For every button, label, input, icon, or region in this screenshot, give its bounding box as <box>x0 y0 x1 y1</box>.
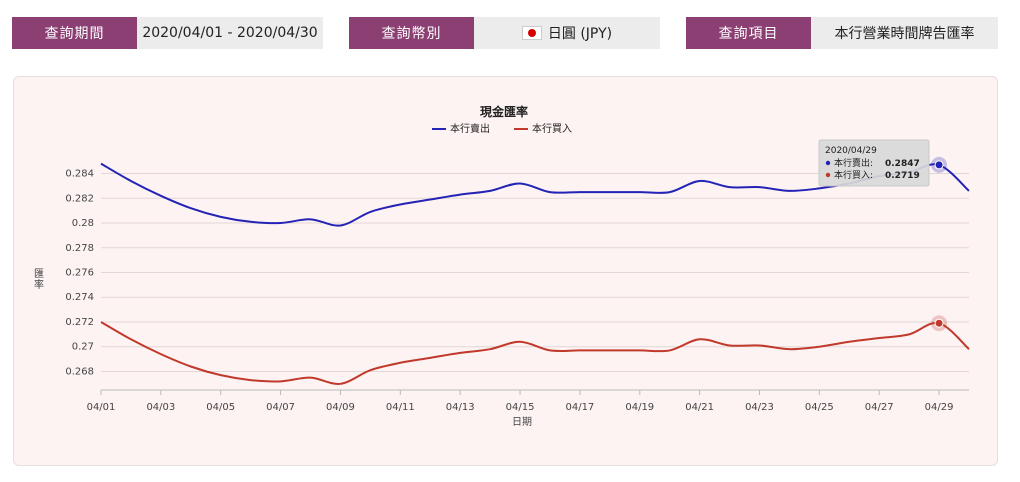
hover-point[interactable] <box>934 318 944 328</box>
tooltip-box <box>818 139 930 187</box>
x-tick-label: 04/29 <box>925 402 954 413</box>
x-tick-label: 04/17 <box>565 402 594 413</box>
x-tick-label: 04/09 <box>326 402 355 413</box>
y-tick-label: 0.28 <box>72 218 94 229</box>
grid-lines <box>101 173 969 391</box>
legend-label[interactable]: 本行賣出 <box>450 122 490 135</box>
x-tick-label: 04/03 <box>146 402 175 413</box>
y-tick-label: 0.284 <box>65 169 94 180</box>
filter-item-label: 查詢項目 <box>686 17 811 49</box>
japan-flag-icon <box>521 26 542 40</box>
tooltip-label: 本行賣出: <box>834 157 873 169</box>
tooltip-value: 0.2719 <box>885 171 920 181</box>
x-tick-label: 04/21 <box>685 402 714 413</box>
filter-bar: 查詢期間 2020/04/01 - 2020/04/30 查詢幣別 日圓 (JP… <box>12 17 998 49</box>
y-tick-label: 0.282 <box>65 193 94 204</box>
y-tick-label: 0.278 <box>65 243 94 254</box>
series-line-sell[interactable] <box>100 162 970 227</box>
y-tick-label: 0.272 <box>65 317 94 328</box>
y-tick-label: 0.274 <box>65 292 94 303</box>
filter-currency-text: 日圓 (JPY) <box>547 26 613 42</box>
legend-label[interactable]: 本行買入 <box>532 122 572 135</box>
tooltip-date: 2020/04/29 <box>825 146 877 156</box>
tooltip-dot <box>825 160 831 166</box>
x-tick-label: 04/19 <box>625 402 654 413</box>
x-tick-label: 04/07 <box>266 402 295 413</box>
y-axis-ticks: 0.284 0.282 0.28 0.278 0.276 0.274 0.272 0.27 0.… <box>65 169 94 378</box>
y-axis-title-char: 匯 <box>34 268 44 280</box>
filter-period: 查詢期間 2020/04/01 - 2020/04/30 <box>12 17 323 49</box>
tooltip-value: 0.2847 <box>885 159 920 169</box>
filter-period-value[interactable]: 2020/04/01 - 2020/04/30 <box>137 17 323 49</box>
x-tick-label: 04/25 <box>805 402 834 413</box>
x-tick-label: 04/15 <box>506 402 535 413</box>
x-tick-label: 04/13 <box>446 402 475 413</box>
x-tick-label: 04/23 <box>745 402 774 413</box>
filter-currency: 查詢幣別 日圓 (JPY) <box>349 17 660 49</box>
y-axis-title: 匯率 <box>34 268 44 291</box>
filter-currency-label: 查詢幣別 <box>349 17 474 49</box>
chart-card: 0.284 0.282 0.28 0.278 0.276 0.274 0.272 0.27 0.… <box>13 76 998 466</box>
filter-currency-value[interactable]: 日圓 (JPY) <box>474 17 660 49</box>
x-tick-label: 04/27 <box>865 402 894 413</box>
y-axis-title-char: 率 <box>34 278 44 291</box>
tooltip-dot <box>825 172 831 178</box>
filter-item: 查詢項目 本行營業時間牌告匯率 <box>686 17 998 49</box>
x-tick-label: 04/01 <box>87 402 116 413</box>
series-lines <box>100 156 970 385</box>
chart-legend: 本行賣出 本行買入 <box>432 122 572 135</box>
y-tick-label: 0.268 <box>65 366 94 377</box>
hover-point[interactable] <box>934 160 944 170</box>
x-axis-title: 日期 <box>512 416 532 428</box>
x-tick-label: 04/05 <box>206 402 235 413</box>
x-axis-ticks: 04/01 04/03 04/05 04/07 04/09 04/11 04/13 04/15… <box>87 390 954 413</box>
filter-item-value[interactable]: 本行營業時間牌告匯率 <box>811 17 998 49</box>
filter-period-label: 查詢期間 <box>12 17 137 49</box>
chart-title: 現金匯率 <box>480 104 528 119</box>
y-tick-label: 0.27 <box>72 342 94 353</box>
exchange-rate-chart[interactable]: 0.284 0.282 0.28 0.278 0.276 0.274 0.272 0.27 0.… <box>14 77 999 467</box>
y-tick-label: 0.276 <box>65 268 94 279</box>
x-tick-label: 04/11 <box>386 402 415 413</box>
series-line-buy[interactable] <box>100 321 970 385</box>
tooltip-label: 本行買入: <box>834 169 873 181</box>
